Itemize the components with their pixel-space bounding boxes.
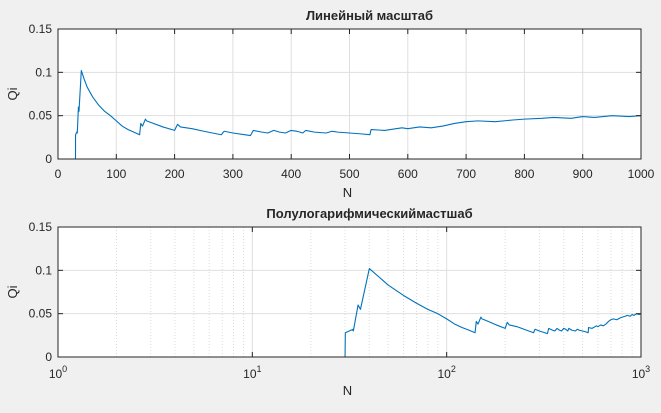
x-tick-label: 300 [223, 167, 243, 181]
x-tick-label: 400 [281, 167, 301, 181]
x-tick-label: 103 [632, 364, 650, 381]
x-axis-label: N [343, 185, 352, 200]
y-axis-label: Qi [5, 87, 20, 100]
x-tick-base: 10 [243, 367, 257, 381]
chart-title: Линейный масштаб [306, 8, 433, 23]
x-tick-label: 200 [165, 167, 185, 181]
x-tick-label: 600 [398, 167, 418, 181]
x-tick-base: 10 [437, 367, 451, 381]
x-tick-label: 900 [573, 167, 593, 181]
y-tick-label: 0.15 [29, 220, 53, 234]
x-tick-label: 102 [437, 364, 455, 381]
y-tick-label: 0 [45, 350, 52, 364]
chart-1: 0 100 200 300 400 500 600 700 800 900 1000 0 0.05 0.1… [5, 8, 655, 200]
series-line-1 [58, 268, 642, 358]
x-tick-exponent: 3 [645, 364, 650, 374]
x-axis-label: N [343, 383, 352, 398]
plot-area [58, 227, 641, 357]
x-tick-label: 800 [514, 167, 534, 181]
x-tick-exponent: 1 [257, 364, 262, 374]
x-tick-label: 700 [456, 167, 476, 181]
x-tick-label: 100 [106, 167, 126, 181]
x-tick-label: 100 [49, 364, 67, 381]
x-tick-exponent: 0 [62, 364, 67, 374]
y-axis-label: Qi [5, 285, 20, 298]
chart-title: Полулогарифмическиймастшаб [266, 206, 472, 221]
y-tick-label: 0.05 [29, 109, 53, 123]
x-tick-exponent: 2 [451, 364, 456, 374]
y-tick-label: 0.15 [29, 22, 53, 36]
y-tick-label: 0.05 [29, 307, 53, 321]
x-tick-label: 0 [55, 167, 62, 181]
x-tick-base: 10 [632, 367, 646, 381]
x-tick-label: 500 [339, 167, 359, 181]
x-tick-label: 101 [243, 364, 261, 381]
series-line-1 [58, 70, 642, 160]
y-tick-label: 0.1 [35, 263, 52, 277]
y-tick-label: 0 [45, 152, 52, 166]
x-tick-label: 1000 [628, 167, 655, 181]
axes-box [57, 226, 642, 358]
y-tick-label: 0.1 [35, 65, 52, 79]
x-tick-base: 10 [49, 367, 63, 381]
chart-2: 100 101 102 10300.050.10.15Полулогарифмичес… [5, 206, 650, 398]
